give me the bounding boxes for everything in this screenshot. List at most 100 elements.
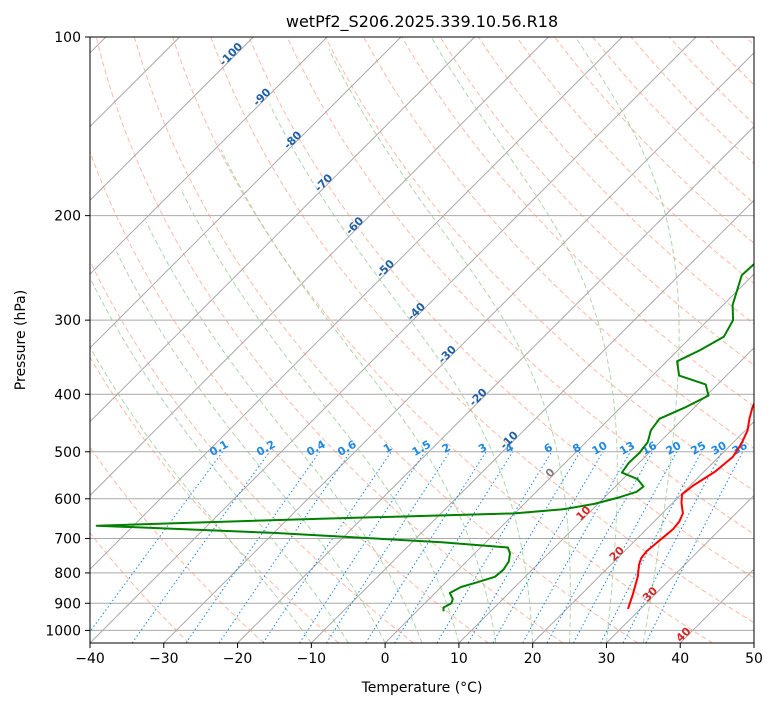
mixing-ratio-label: 25 <box>688 439 708 458</box>
isotherm-label: -70 <box>312 171 335 194</box>
dry-adiabat-line <box>133 37 639 643</box>
isotherm-label: -100 <box>217 40 246 69</box>
x-tick-label: 10 <box>450 651 468 667</box>
chart-title: wetPf2_S206.2025.339.10.56.R18 <box>286 12 558 32</box>
mixing-ratio-line <box>436 451 553 643</box>
mixing-ratio-label: 0.1 <box>207 438 230 459</box>
mixing-ratio-line <box>573 451 678 643</box>
dry-adiabat-line <box>554 37 754 244</box>
y-tick-label: 600 <box>54 492 81 508</box>
moist-adiabat-line <box>269 104 534 643</box>
dry-adiabat-line <box>630 37 754 165</box>
mixing-ratio-label: 6 <box>542 441 555 456</box>
mixing-ratio-line <box>90 451 224 633</box>
dry-adiabat-line <box>210 37 754 624</box>
mixing-ratio-label: 2 <box>440 441 453 456</box>
isotherm-label: -30 <box>436 343 459 366</box>
isotherm-line <box>90 37 623 570</box>
isotherm-label: -50 <box>374 257 397 280</box>
mixing-ratio-line <box>299 451 426 643</box>
x-tick-label: −10 <box>297 651 327 667</box>
mixing-ratio-line <box>522 451 631 643</box>
moist-adiabat-line <box>220 149 497 643</box>
mixing-ratio-label: 0.2 <box>254 438 277 459</box>
x-tick-label: 30 <box>598 651 616 667</box>
mixing-ratio-line <box>325 451 451 643</box>
dry-adiabat-line <box>286 37 754 535</box>
x-axis-label: Temperature (°C) <box>361 680 483 696</box>
dry-adiabat-line <box>516 37 754 285</box>
x-tick-label: −30 <box>149 651 179 667</box>
dry-adiabat-line <box>363 37 754 449</box>
isotherm-label: -20 <box>467 386 490 409</box>
moist-adiabat-line <box>574 37 680 643</box>
dry-adiabat-line <box>172 37 713 643</box>
y-tick-label: 400 <box>54 387 81 403</box>
x-tick-label: 0 <box>381 651 390 667</box>
dry-adiabat-line <box>90 150 489 643</box>
isotherm-label: -10 <box>497 428 520 451</box>
isotherm-line <box>90 37 697 643</box>
dry-adiabat-line <box>90 356 339 643</box>
axis-ticks: −40 −30 −20 −10 0 10 20 30 40 5010020030040050060… <box>45 30 763 667</box>
background-grid <box>90 37 754 643</box>
x-tick-label: 50 <box>745 651 763 667</box>
dry-adiabat-line <box>95 37 564 643</box>
isotherm-label: 30 <box>640 584 660 604</box>
plot-frame <box>89 36 755 644</box>
line-annotations: 0.1 0.2 0.4 0.6 1 1.5 2 3 4 6 8 10 13 16 20 25 30 36-100-… <box>207 40 750 645</box>
y-tick-label: 500 <box>54 445 81 461</box>
isotherm-line <box>237 125 754 643</box>
mixing-ratio-line <box>131 451 271 643</box>
mixing-ratio-label: 3 <box>476 441 489 456</box>
mixing-ratio-label: 20 <box>664 439 684 458</box>
mixing-ratio-label: 13 <box>617 439 637 458</box>
moist-adiabat-line <box>90 346 312 643</box>
moist-adiabat-line <box>145 221 423 643</box>
profile-line <box>95 262 754 612</box>
x-tick-label: −40 <box>75 651 105 667</box>
isotherm-label: 40 <box>673 625 693 645</box>
isotherm-line <box>679 568 754 643</box>
y-tick-label: 1000 <box>45 623 81 639</box>
dry-adiabat-line <box>668 37 754 125</box>
dry-adiabat-line <box>90 259 414 643</box>
mixing-ratio-line <box>600 451 702 643</box>
dry-adiabat-line <box>90 446 265 643</box>
profile-line <box>627 401 754 610</box>
isotherm-line <box>532 420 754 643</box>
y-tick-label: 100 <box>54 30 81 46</box>
mixing-ratio-label: 8 <box>570 441 583 456</box>
isotherm-line <box>753 642 754 643</box>
mixing-ratio-line <box>185 451 321 643</box>
y-axis-label: Pressure (hPa) <box>13 290 29 390</box>
y-tick-label: 800 <box>54 566 81 582</box>
isotherm-label: -80 <box>281 128 304 151</box>
mixing-ratio-line <box>645 451 744 643</box>
moist-adiabat-line <box>430 37 618 643</box>
mixing-ratio-label: 1.5 <box>410 438 433 459</box>
y-tick-label: 700 <box>54 532 81 548</box>
moist-adiabat-line <box>328 49 571 643</box>
moist-adiabat-line <box>180 188 460 643</box>
dry-adiabat-line <box>248 37 754 579</box>
moist-adiabat-line <box>90 278 349 643</box>
mixing-ratio-label: 10 <box>590 439 610 458</box>
dry-adiabat-line <box>324 37 754 492</box>
mixing-ratio-label: 36 <box>730 439 750 458</box>
mixing-ratio-line <box>365 451 487 643</box>
mixing-ratio-line <box>467 451 581 643</box>
x-tick-label: −20 <box>223 651 253 667</box>
dry-adiabat-line <box>745 37 754 47</box>
dry-adiabat-line <box>90 532 190 643</box>
isotherm-line <box>90 37 549 497</box>
isotherm-line <box>90 37 328 275</box>
y-tick-label: 200 <box>54 209 81 225</box>
isotherm-line <box>90 37 402 349</box>
mixing-ratio-label: 30 <box>709 439 729 458</box>
mixing-ratio-line <box>218 451 351 643</box>
y-tick-label: 900 <box>54 596 81 612</box>
sounding-profiles <box>95 262 754 612</box>
moist-adiabat-line <box>116 251 386 643</box>
